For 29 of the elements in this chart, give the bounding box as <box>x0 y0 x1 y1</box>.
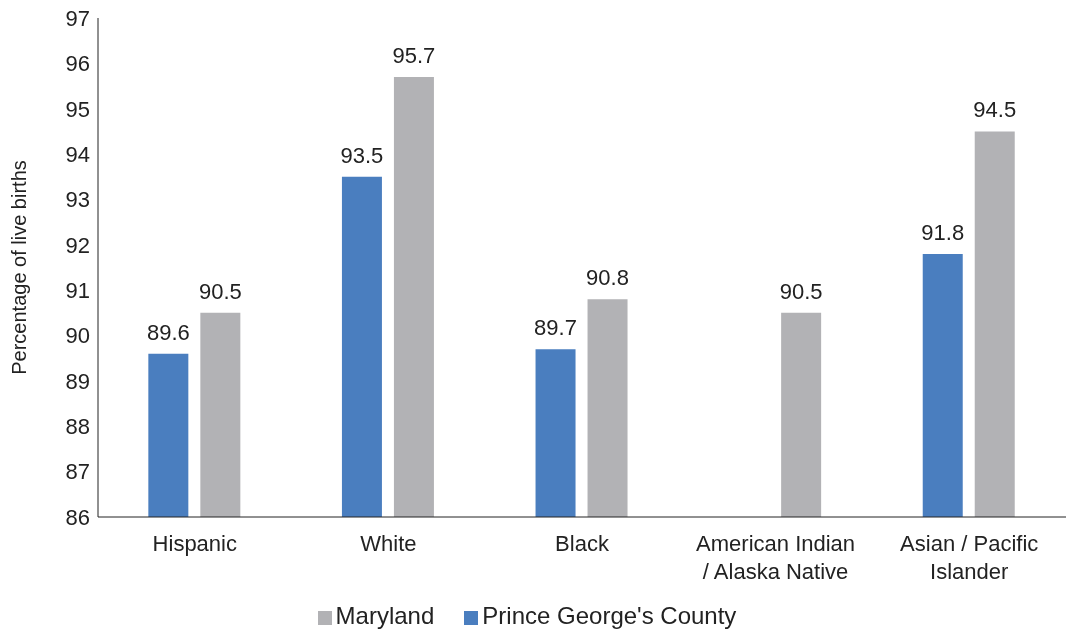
y-tick-label: 95 <box>65 96 90 122</box>
x-tick-label: Hispanic <box>152 531 237 556</box>
y-tick-label: 96 <box>65 51 90 77</box>
y-tick-label: 86 <box>65 504 90 530</box>
x-tick-label: Asian / Pacific Islander <box>900 531 1039 584</box>
y-tick-label: 88 <box>65 414 90 440</box>
x-tick-label: American Indian / Alaska Native <box>696 531 856 584</box>
data-label: 89.6 <box>146 319 190 345</box>
y-tick-label: 90 <box>65 323 90 349</box>
x-tick-label: Black <box>555 531 610 556</box>
legend-label: Maryland <box>335 602 435 629</box>
data-label: 94.5 <box>973 97 1017 123</box>
data-label: 95.7 <box>392 42 436 68</box>
data-label: 91.8 <box>921 219 965 245</box>
x-tick-label: White <box>360 531 417 556</box>
legend-label: Prince George's County <box>482 602 737 629</box>
y-tick-label: 89 <box>65 368 90 394</box>
data-label: 90.5 <box>779 278 823 304</box>
y-tick-label: 91 <box>65 277 90 303</box>
y-tick-label: 93 <box>65 187 90 213</box>
data-label: 89.7 <box>534 315 577 341</box>
data-label: 93.5 <box>340 142 384 168</box>
data-label: 90.8 <box>586 265 629 291</box>
y-tick-label: 94 <box>65 141 90 167</box>
data-label: 90.5 <box>198 278 242 304</box>
y-tick-label: 87 <box>65 459 90 485</box>
y-tick-label: 92 <box>65 232 90 258</box>
y-axis-title: Percentage of live births <box>8 160 31 375</box>
y-tick-label: 97 <box>65 5 90 31</box>
